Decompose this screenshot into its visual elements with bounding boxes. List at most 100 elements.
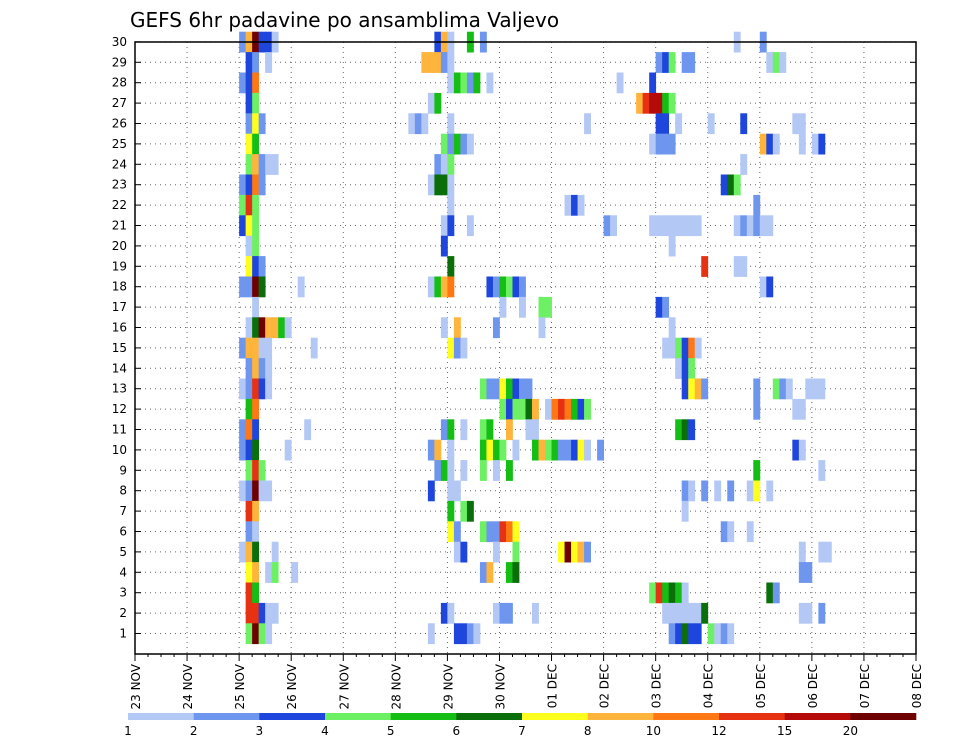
heatmap-cell — [818, 460, 826, 481]
heatmap-cell — [421, 113, 429, 135]
heatmap-cell — [655, 296, 663, 318]
heatmap-cell — [252, 92, 260, 114]
heatmap-cell — [245, 235, 253, 257]
heatmap-cell — [252, 296, 260, 318]
heatmap-cell — [447, 460, 455, 481]
y-tick-label: 19 — [112, 259, 127, 273]
y-tick-label: 22 — [112, 198, 127, 212]
heatmap-cell — [434, 439, 442, 461]
heatmap-cell — [252, 480, 260, 502]
heatmap-cell — [512, 439, 520, 461]
heatmap-cell — [466, 500, 474, 522]
heatmap-cell — [408, 113, 416, 135]
heatmap-cell — [245, 113, 253, 135]
y-tick-label: 14 — [112, 361, 127, 375]
x-tick-label: 07 DEC — [858, 664, 872, 708]
heatmap-cell — [720, 623, 728, 645]
heatmap-cell — [681, 500, 689, 522]
heatmap-cell — [245, 378, 253, 400]
heatmap-cell — [239, 194, 247, 216]
heatmap-cell — [265, 358, 273, 379]
heatmap-cell — [675, 419, 683, 441]
heatmap-cell — [772, 378, 780, 400]
heatmap-cell — [245, 133, 253, 155]
heatmap-cell — [727, 480, 735, 502]
colorbar-swatch — [259, 713, 326, 720]
heatmap-cell — [681, 419, 689, 441]
heatmap-cell — [486, 72, 494, 94]
heatmap-cell — [252, 113, 260, 135]
y-tick-label: 5 — [119, 545, 127, 559]
x-tick-label: 29 NOV — [441, 663, 455, 709]
heatmap-cell — [668, 92, 676, 114]
heatmap-cell — [518, 378, 526, 400]
heatmap-cell — [824, 541, 832, 563]
heatmap-cell — [733, 174, 741, 196]
heatmap-cell — [245, 174, 253, 196]
colorbar-label: 10 — [646, 724, 661, 738]
heatmap-cell — [447, 174, 455, 196]
x-tick-label: 02 DEC — [598, 664, 612, 708]
heatmap-cell — [727, 623, 735, 645]
heatmap-cell — [271, 602, 279, 624]
y-tick-label: 4 — [119, 565, 127, 579]
x-tick-label: 03 DEC — [650, 664, 664, 708]
heatmap-cell — [532, 602, 539, 624]
heatmap-cell — [258, 378, 266, 400]
heatmap-cell — [447, 154, 455, 175]
heatmap-cell — [245, 480, 253, 502]
heatmap-cell — [460, 623, 468, 645]
heatmap-cell — [505, 562, 513, 583]
y-tick-label: 12 — [112, 402, 127, 416]
heatmap-cell — [649, 72, 657, 94]
heatmap-cell — [460, 419, 468, 441]
colorbar-swatch — [390, 713, 457, 720]
heatmap-cell — [453, 541, 461, 563]
heatmap-cell — [681, 358, 689, 379]
heatmap-cell — [636, 92, 644, 114]
heatmap-cell — [252, 541, 260, 563]
colorbar-swatch — [522, 713, 588, 720]
heatmap-cell — [532, 419, 539, 441]
heatmap-cell — [252, 623, 260, 645]
heatmap-cell — [740, 154, 748, 175]
heatmap-cell — [668, 602, 676, 624]
heatmap-cell — [252, 235, 260, 257]
colorbar-label: 4 — [321, 724, 329, 738]
heatmap-cell — [798, 602, 806, 624]
heatmap-cell — [434, 52, 442, 73]
heatmap-cell — [798, 541, 806, 563]
heatmap-cell — [245, 337, 253, 359]
heatmap-cell — [655, 133, 663, 155]
heatmap-cell — [440, 174, 448, 196]
colorbar-swatch — [456, 713, 523, 720]
y-tick-label: 1 — [119, 627, 127, 641]
heatmap-cell — [304, 419, 312, 441]
heatmap-cell — [265, 52, 273, 73]
heatmap-cell — [688, 378, 696, 400]
heatmap-cell — [245, 623, 253, 645]
heatmap-cell — [447, 602, 455, 624]
heatmap-cell — [714, 623, 722, 645]
heatmap-cell — [675, 623, 683, 645]
heatmap-cell — [479, 378, 487, 400]
heatmap-cell — [584, 439, 591, 461]
colorbar-swatch — [587, 713, 654, 720]
heatmap-cell — [512, 398, 520, 420]
heatmap-cell — [688, 215, 696, 237]
heatmap-cell — [239, 337, 247, 359]
heatmap-cell — [239, 378, 247, 400]
heatmap-cell — [258, 256, 266, 277]
heatmap-cell — [245, 72, 253, 94]
heatmap-cell — [453, 623, 461, 645]
heatmap-cell — [245, 602, 253, 624]
heatmap-cell — [681, 602, 689, 624]
heatmap-cell — [499, 521, 507, 543]
heatmap-cell — [453, 133, 461, 155]
heatmap-cell — [258, 317, 266, 339]
heatmap-cell — [571, 439, 578, 461]
heatmap-cell — [492, 317, 500, 339]
heatmap-cell — [766, 52, 774, 73]
colorbar-label: 3 — [256, 724, 264, 738]
heatmap-cell — [668, 235, 676, 257]
